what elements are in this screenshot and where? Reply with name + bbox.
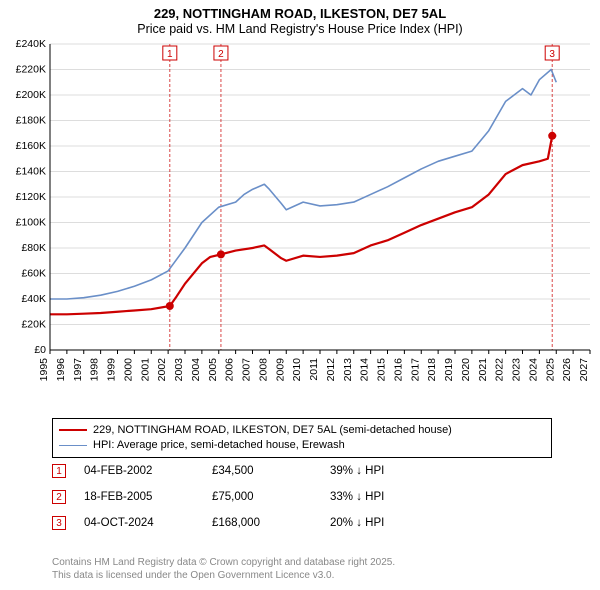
svg-text:2002: 2002 <box>156 358 168 382</box>
event-row: 2 18-FEB-2005 £75,000 33% ↓ HPI <box>52 484 384 510</box>
svg-text:£20K: £20K <box>21 319 46 331</box>
svg-text:£220K: £220K <box>16 64 46 76</box>
legend: 229, NOTTINGHAM ROAD, ILKESTON, DE7 5AL … <box>52 418 552 458</box>
legend-item: 229, NOTTINGHAM ROAD, ILKESTON, DE7 5AL … <box>59 423 545 438</box>
svg-text:2017: 2017 <box>409 358 421 382</box>
svg-text:2027: 2027 <box>578 358 590 382</box>
svg-text:2024: 2024 <box>527 358 539 382</box>
event-date: 04-OCT-2024 <box>84 517 194 529</box>
svg-text:2019: 2019 <box>443 358 455 382</box>
svg-text:2025: 2025 <box>544 358 556 382</box>
svg-text:1996: 1996 <box>55 358 67 382</box>
svg-text:2016: 2016 <box>392 358 404 382</box>
event-diff: 33% ↓ HPI <box>330 491 384 503</box>
chart-svg: £0 £20K £40K £60K £80K £100K £120K £140K £160K £1… <box>4 40 596 410</box>
legend-label: HPI: Average price, semi-detached house,… <box>93 438 345 453</box>
event-date: 18-FEB-2005 <box>84 491 194 503</box>
event-row: 1 04-FEB-2002 £34,500 39% ↓ HPI <box>52 458 384 484</box>
svg-text:2001: 2001 <box>139 358 151 382</box>
svg-text:£100K: £100K <box>16 217 46 229</box>
events-table: 1 04-FEB-2002 £34,500 39% ↓ HPI 2 18-FEB-2005… <box>52 458 384 536</box>
svg-text:£60K: £60K <box>21 268 46 280</box>
svg-text:£120K: £120K <box>16 191 46 203</box>
svg-text:1: 1 <box>167 49 173 60</box>
svg-text:£140K: £140K <box>16 166 46 178</box>
event-row: 3 04-OCT-2024 £168,000 20% ↓ HPI <box>52 510 384 536</box>
legend-label: 229, NOTTINGHAM ROAD, ILKESTON, DE7 5AL … <box>93 423 452 438</box>
event-marker: 2 <box>52 490 66 504</box>
svg-text:2010: 2010 <box>291 358 303 382</box>
svg-text:2015: 2015 <box>376 358 388 382</box>
svg-text:1997: 1997 <box>72 358 84 382</box>
event-marker: 3 <box>52 516 66 530</box>
footer-line1: Contains HM Land Registry data © Crown c… <box>52 557 395 570</box>
svg-text:2014: 2014 <box>359 358 371 382</box>
svg-text:2: 2 <box>218 49 224 60</box>
svg-text:2006: 2006 <box>224 358 236 382</box>
svg-text:2009: 2009 <box>274 358 286 382</box>
event-marker: 1 <box>52 464 66 478</box>
svg-text:2022: 2022 <box>494 358 506 382</box>
title-sub: Price paid vs. HM Land Registry's House … <box>0 22 600 38</box>
event-price: £168,000 <box>212 517 312 529</box>
svg-text:£80K: £80K <box>21 242 46 254</box>
event-diff: 20% ↓ HPI <box>330 517 384 529</box>
title-block: 229, NOTTINGHAM ROAD, ILKESTON, DE7 5AL … <box>0 0 600 38</box>
footer-line2: This data is licensed under the Open Gov… <box>52 570 395 583</box>
footer-attribution: Contains HM Land Registry data © Crown c… <box>52 557 395 582</box>
event-price: £34,500 <box>212 465 312 477</box>
title-main: 229, NOTTINGHAM ROAD, ILKESTON, DE7 5AL <box>0 6 600 22</box>
legend-swatch <box>59 429 87 431</box>
svg-text:3: 3 <box>549 49 555 60</box>
svg-text:2007: 2007 <box>241 358 253 382</box>
svg-text:£240K: £240K <box>16 40 46 50</box>
svg-text:2021: 2021 <box>477 358 489 382</box>
chart-container: 229, NOTTINGHAM ROAD, ILKESTON, DE7 5AL … <box>0 0 600 590</box>
legend-swatch <box>59 445 87 446</box>
svg-text:2013: 2013 <box>342 358 354 382</box>
svg-text:2020: 2020 <box>460 358 472 382</box>
svg-text:2008: 2008 <box>257 358 269 382</box>
svg-text:2000: 2000 <box>122 358 134 382</box>
svg-text:£180K: £180K <box>16 115 46 127</box>
svg-text:2018: 2018 <box>426 358 438 382</box>
svg-text:1995: 1995 <box>38 358 50 382</box>
legend-item: HPI: Average price, semi-detached house,… <box>59 438 545 453</box>
svg-text:1999: 1999 <box>106 358 118 382</box>
svg-text:2023: 2023 <box>511 358 523 382</box>
chart: £0 £20K £40K £60K £80K £100K £120K £140K £160K £1… <box>4 40 596 410</box>
svg-text:£200K: £200K <box>16 89 46 101</box>
svg-text:2004: 2004 <box>190 358 202 382</box>
event-price: £75,000 <box>212 491 312 503</box>
event-diff: 39% ↓ HPI <box>330 465 384 477</box>
svg-text:£0: £0 <box>34 344 46 356</box>
svg-text:1998: 1998 <box>89 358 101 382</box>
svg-text:2005: 2005 <box>207 358 219 382</box>
svg-text:2011: 2011 <box>308 358 320 381</box>
svg-text:£160K: £160K <box>16 140 46 152</box>
svg-text:2003: 2003 <box>173 358 185 382</box>
svg-text:2012: 2012 <box>325 358 337 382</box>
event-date: 04-FEB-2002 <box>84 465 194 477</box>
svg-text:£40K: £40K <box>21 293 46 305</box>
svg-text:2026: 2026 <box>561 358 573 382</box>
